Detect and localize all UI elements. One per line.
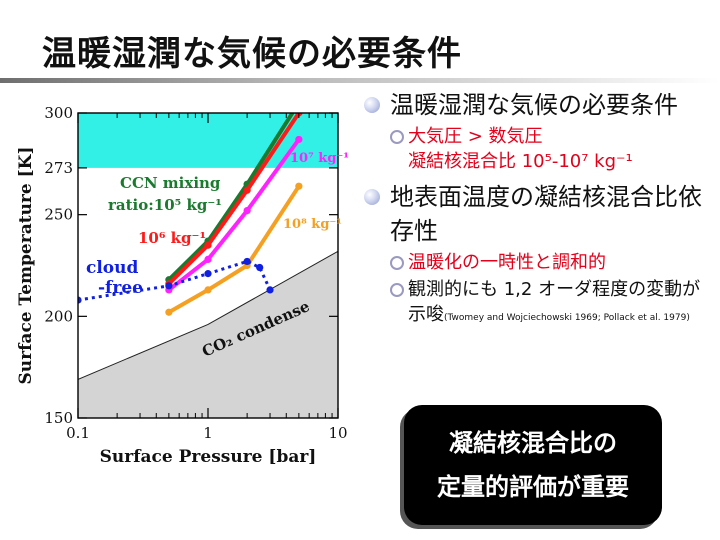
citation: (Twomey and Wojciechowski 1969; Pollack …	[444, 313, 690, 323]
series-1-point-2	[243, 186, 251, 194]
series-4-point-5	[266, 286, 274, 294]
y-tick-label-1: 200	[44, 307, 73, 325]
y-axis-label: Surface Temperature [K]	[16, 147, 36, 385]
y-tick-label-4: 300	[44, 104, 73, 122]
bullet-2-text: 地表面温度の凝結核混合比依存性	[390, 183, 702, 245]
label-cloud: cloud	[86, 258, 139, 278]
series-4-point-4	[256, 263, 264, 272]
series-4-point-3	[243, 257, 251, 266]
x-tick-label-2: 10	[328, 424, 347, 442]
series-line-3	[167, 185, 301, 315]
series-3-point-0	[165, 308, 173, 316]
y-tick-label-3: 273	[44, 159, 73, 177]
sub-line-transient: 温暖化の一時性と調和的	[408, 252, 606, 273]
label-ccn-line-1: CCN mixing	[120, 174, 221, 192]
co2-condense-region	[78, 250, 338, 418]
series-4-point-1	[165, 282, 173, 290]
sub-line-ccn: 凝結核混合比 10⁵-10⁷ kg⁻¹	[408, 151, 633, 172]
bullet-2-sub-1: 温暖化の一時性と調和的	[362, 250, 714, 275]
series-3-point-3	[295, 182, 303, 190]
series-2-point-1	[204, 255, 212, 263]
series-2-point-3	[295, 135, 303, 144]
label-ccn-line-2: ratio:10⁵ kg⁻¹	[108, 196, 222, 214]
series-line-2	[167, 138, 301, 292]
series-1-point-1	[204, 241, 212, 249]
sub-line-observation: 観測的にも 1,2 オーダ程度の変動が示唆	[408, 279, 701, 325]
label-1e7: 10⁷ kg⁻¹	[290, 151, 349, 166]
sub-line-pressure: 大気圧 > 数気圧	[408, 126, 543, 147]
label-free: -free	[98, 278, 143, 298]
bullet-2-sub-2: 観測的にも 1,2 オーダ程度の変動が示唆(Twomey and Wojciec…	[362, 277, 714, 331]
callout-line-2: 定量的評価が重要	[437, 473, 629, 501]
title-underline	[0, 78, 720, 83]
label-1e6: 10⁶ kg⁻¹	[138, 229, 206, 247]
series-2-point-2	[243, 207, 251, 215]
x-axis-label: Surface Pressure [bar]	[100, 447, 317, 467]
conclusion-callout: 凝結核混合比の 定量的評価が重要	[404, 405, 662, 525]
series-4-point-0	[78, 296, 82, 304]
bullet-2: 地表面温度の凝結核混合比依存性	[362, 180, 714, 248]
slide-title: 温暖湿潤な気候の必要条件	[42, 34, 462, 74]
bullet-list: 温暖湿潤な気候の必要条件 大気圧 > 数気圧 凝結核混合比 10⁵-10⁷ kg…	[362, 88, 714, 333]
temperature-pressure-chart: 150 200 250 273 300 0.1 1 10 Surface Pressure [b…	[16, 104, 349, 467]
label-1e8: 10⁸ kg⁻¹	[283, 217, 342, 232]
callout-line-1: 凝結核混合比の	[449, 429, 617, 457]
y-tick-label-0: 150	[44, 409, 73, 427]
series-3-point-1	[204, 286, 212, 294]
series-4-point-2	[204, 270, 212, 278]
x-tick-label-0: 0.1	[66, 424, 90, 442]
y-tick-label-2: 250	[44, 206, 73, 224]
bullet-1-text: 温暖湿潤な気候の必要条件	[390, 91, 678, 119]
bullet-1-sub-1: 大気圧 > 数気圧 凝結核混合比 10⁵-10⁷ kg⁻¹	[362, 124, 714, 174]
bullet-1: 温暖湿潤な気候の必要条件	[362, 88, 714, 122]
series-line-1	[167, 113, 301, 286]
x-tick-label-1: 1	[203, 424, 213, 442]
series-line-0	[167, 113, 295, 282]
